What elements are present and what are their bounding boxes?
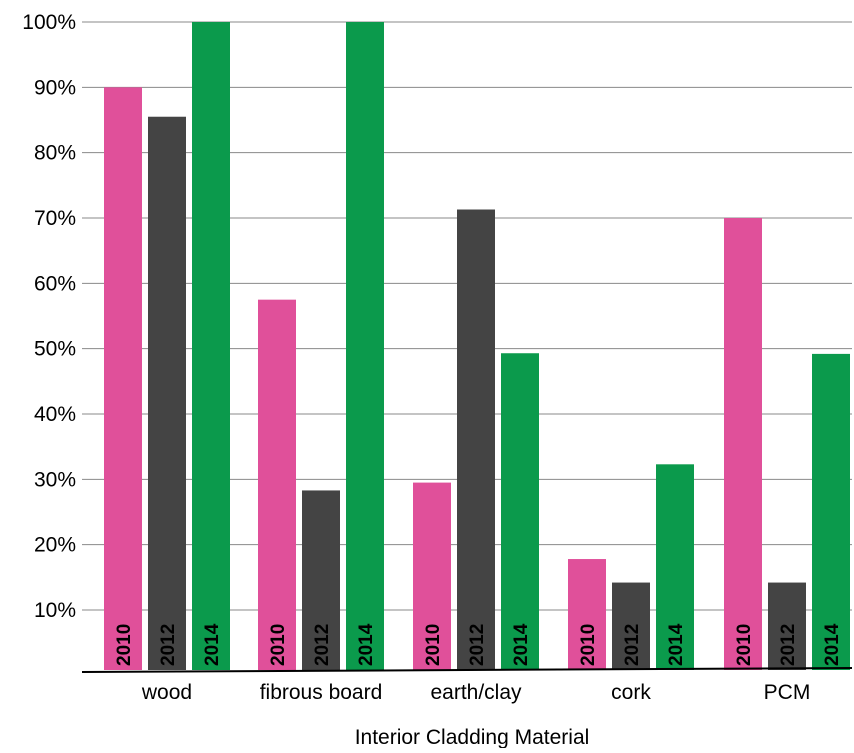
x-axis-title: Interior Cladding Material	[355, 726, 590, 748]
y-tick-label: 20%	[34, 534, 76, 557]
bars: 2010 2012 2014 2010 2012 2014 2010 2012 2014 2010…	[104, 22, 850, 671]
bar	[346, 22, 384, 670]
bar	[457, 209, 495, 671]
bar	[656, 464, 694, 670]
y-tick-label: 30%	[34, 468, 76, 491]
bar-series-label: 2012	[467, 624, 488, 666]
bar	[104, 87, 142, 671]
y-tick-label: 10%	[34, 599, 76, 622]
x-category-label: cork	[611, 681, 651, 704]
bar	[768, 582, 806, 670]
bar-series-label: 2012	[158, 624, 179, 666]
bar-series-label: 2014	[666, 623, 687, 666]
x-category-label: fibrous board	[260, 681, 383, 704]
bar-series-label: 2014	[356, 623, 377, 666]
bar-series-label: 2012	[622, 624, 643, 666]
y-tick-label: 70%	[34, 207, 76, 230]
bar	[192, 22, 230, 670]
bar	[612, 582, 650, 670]
x-axis-line	[81, 667, 853, 673]
bar	[812, 353, 850, 670]
bar-series-label: 2012	[312, 624, 333, 666]
bar	[568, 559, 606, 670]
bar-series-label: 2014	[202, 623, 223, 666]
bar	[258, 299, 296, 670]
bar-series-label: 2010	[734, 624, 755, 666]
bar-series-label: 2010	[268, 624, 289, 666]
y-tick-label: 50%	[34, 338, 76, 361]
y-tick-label: 80%	[34, 142, 76, 165]
bar	[413, 482, 451, 670]
axes: 10% 20% 30% 40% 50% 60% 70% 80% 90% 100% wood fibro…	[22, 11, 853, 704]
y-tick-label: 100%	[22, 11, 76, 34]
bar-series-label: 2014	[511, 623, 532, 666]
bar-series-label: 2010	[114, 624, 135, 666]
x-category-label: wood	[141, 681, 192, 704]
bar	[148, 116, 186, 670]
bar	[724, 218, 762, 670]
bar-series-label: 2010	[423, 624, 444, 666]
x-category-label: earth/clay	[430, 681, 522, 704]
y-tick-label: 40%	[34, 403, 76, 426]
bar	[501, 353, 539, 670]
bar	[302, 490, 340, 670]
bar-series-label: 2014	[822, 623, 843, 666]
bar-series-label: 2012	[778, 624, 799, 666]
bar-series-label: 2010	[578, 624, 599, 666]
x-category-label: PCM	[764, 681, 811, 704]
y-tick-label: 60%	[34, 272, 76, 295]
y-tick-label: 90%	[34, 76, 76, 99]
